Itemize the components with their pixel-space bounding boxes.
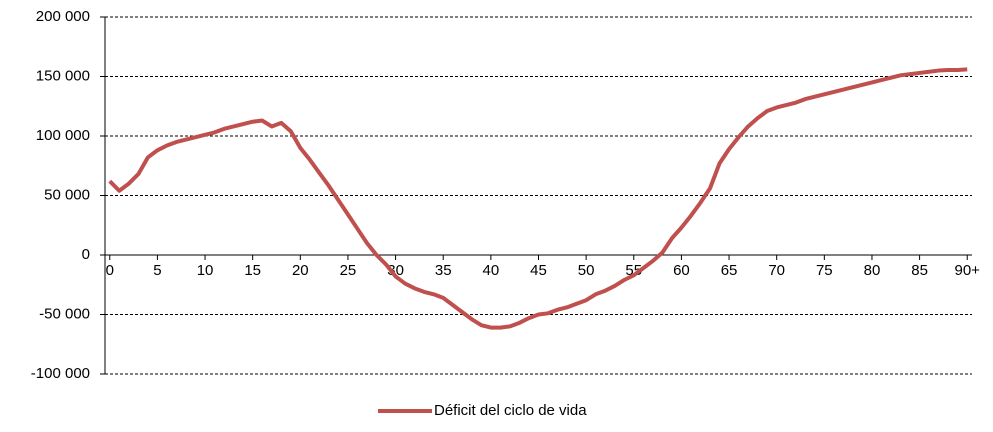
x-tick-label: 85: [911, 262, 928, 279]
x-tick-label: 20: [292, 262, 309, 279]
x-tick-label: 5: [153, 262, 161, 279]
x-tick-label: 40: [483, 262, 500, 279]
x-tick-label: 60: [673, 262, 690, 279]
x-tick-label: 80: [864, 262, 881, 279]
y-tick-label: 150 000: [36, 67, 90, 84]
y-tick-label: -100 000: [31, 365, 90, 382]
series-line: [108, 67, 968, 330]
x-tick-label: 25: [340, 262, 357, 279]
x-tick-label: 70: [768, 262, 785, 279]
x-tick-label: 75: [816, 262, 833, 279]
x-tick-label: 90+: [955, 262, 981, 279]
x-tick-label: 0: [106, 262, 114, 279]
y-tick-label: 0: [82, 246, 90, 263]
x-tick-label: 65: [721, 262, 738, 279]
x-tick-label: 30: [387, 262, 404, 279]
y-tick-label: -50 000: [39, 305, 90, 322]
y-tick-label: 200 000: [36, 8, 90, 25]
x-tick-label: 15: [244, 262, 261, 279]
x-tick-label: 10: [197, 262, 214, 279]
x-tick-label: 50: [578, 262, 595, 279]
y-tick-label: 100 000: [36, 127, 90, 144]
x-tick-label: 45: [530, 262, 547, 279]
x-tick-label: 55: [625, 262, 642, 279]
x-tick-label: 35: [435, 262, 452, 279]
y-tick-label: 50 000: [44, 186, 90, 203]
legend-label: Déficit del ciclo de vida: [434, 402, 587, 419]
